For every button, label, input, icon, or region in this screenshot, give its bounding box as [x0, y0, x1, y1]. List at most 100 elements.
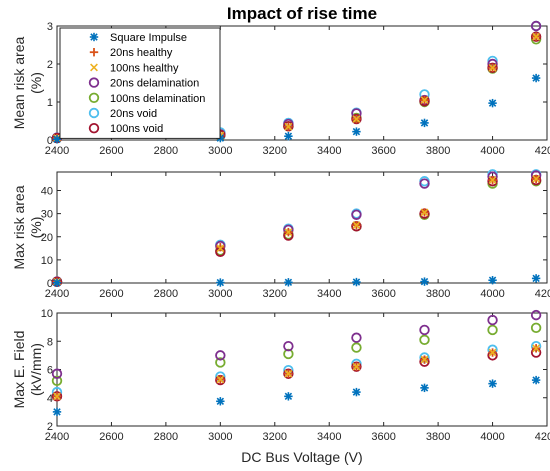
data-point [352, 127, 361, 136]
y-axis-title: Mean risk area(%) [11, 36, 44, 129]
legend-item: 100ns void [88, 122, 163, 135]
data-point [52, 407, 62, 417]
y-tick-label: 2 [47, 421, 53, 433]
data-point [531, 274, 541, 283]
data-point [488, 176, 497, 185]
x-tick-label: 4000 [480, 431, 504, 443]
legend-label: 20ns delamination [110, 78, 199, 90]
y-tick-label: 2 [47, 59, 53, 71]
legend-item: 100ns healthy [90, 62, 179, 74]
series-20ns-delamination [51, 170, 542, 287]
data-point [419, 178, 430, 189]
x-tick-label: 3200 [263, 431, 287, 443]
data-point [530, 322, 542, 334]
data-point [351, 332, 362, 343]
data-point [419, 324, 430, 336]
y-tick-label: 1 [47, 97, 53, 109]
data-point [53, 392, 61, 401]
data-point [532, 175, 541, 183]
x-tick-label: 3800 [426, 145, 450, 157]
panel-1: 2400 2600 2800 3000 3200 3400 3600 3800 4000 4200… [11, 20, 550, 157]
legend-item: 20ns void [88, 107, 157, 120]
y-axis-title-line: (kV/mm) [28, 343, 44, 396]
data-point [419, 334, 430, 346]
data-point [531, 375, 541, 385]
data-point [351, 342, 362, 353]
y-tick-label: 10 [41, 308, 53, 320]
y-axis-title: Max risk area(%) [11, 185, 44, 269]
data-point [352, 221, 361, 230]
y-tick-label: 0 [47, 135, 53, 147]
series-100ns-healthy [53, 175, 541, 286]
series-20ns-void [51, 340, 542, 398]
data-point [51, 375, 63, 387]
legend-label: 20ns void [110, 108, 157, 120]
legend-marker [88, 77, 100, 88]
legend-marker [88, 107, 100, 119]
x-tick-label: 3600 [371, 288, 395, 300]
data-point [283, 340, 294, 352]
series-100ns-healthy [53, 344, 541, 401]
plot-area [56, 312, 548, 427]
y-axis-title-line: (%) [28, 72, 44, 94]
legend-marker [89, 48, 99, 57]
data-point [530, 20, 542, 32]
y-tick-label: 10 [41, 255, 53, 267]
x-tick-label: 2600 [99, 288, 123, 300]
y-tick-label: 0 [47, 278, 53, 290]
data-point [488, 348, 497, 357]
data-point [51, 368, 63, 379]
x-tick-label: 4200 [535, 145, 550, 157]
y-tick-label: 3 [47, 21, 53, 33]
data-point [284, 228, 293, 237]
legend-label: 100ns void [110, 123, 163, 135]
x-tick-label: 4000 [480, 288, 504, 300]
chart-panels: 2400260028003000320034003600380040004200… [11, 20, 550, 443]
x-tick-label: 4000 [480, 145, 504, 157]
x-tick-label: 3800 [426, 431, 450, 443]
data-point [284, 392, 293, 401]
chart-title: Impact of rise time [227, 4, 377, 23]
legend-item: 20ns delamination [88, 77, 199, 90]
y-tick-label: 30 [41, 209, 53, 221]
x-tick-label: 2800 [154, 288, 178, 300]
data-point [352, 115, 361, 124]
x-tick-label: 2400 [45, 288, 69, 300]
legend-item: 100ns delamination [88, 92, 205, 105]
x-tick-label: 2600 [99, 431, 123, 443]
legend-label: 100ns delamination [110, 93, 205, 105]
data-point [487, 314, 498, 326]
data-point [284, 278, 293, 287]
x-tick-label: 4200 [535, 288, 550, 300]
x-axis-title: DC Bus Voltage (V) [241, 449, 362, 465]
data-point [530, 309, 542, 321]
legend-label: Square Impulse [110, 32, 187, 44]
y-axis-title-line: Max risk area [11, 185, 27, 269]
data-point [420, 208, 429, 217]
y-tick-label: 8 [47, 336, 53, 348]
legend-marker [88, 122, 100, 134]
data-point [488, 63, 497, 72]
x-tick-label: 3000 [208, 431, 232, 443]
data-point [488, 276, 497, 285]
data-point [52, 278, 62, 287]
series-20ns-healthy [52, 344, 541, 401]
series-20ns-delamination [51, 309, 542, 379]
x-tick-label: 3200 [263, 145, 287, 157]
series-100ns-void [51, 347, 542, 402]
x-tick-label: 2400 [45, 145, 69, 157]
y-axis-title-line: (%) [28, 217, 44, 239]
x-tick-label: 3800 [426, 288, 450, 300]
data-point [284, 122, 293, 131]
x-tick-label: 3400 [317, 288, 341, 300]
y-tick-label: 6 [47, 365, 53, 377]
x-tick-label: 3200 [263, 288, 287, 300]
x-tick-label: 3400 [317, 431, 341, 443]
data-point [284, 369, 293, 378]
legend-marker [88, 92, 100, 104]
legend-label: 20ns healthy [110, 47, 173, 59]
data-point [352, 277, 361, 287]
plot-area [56, 171, 548, 284]
